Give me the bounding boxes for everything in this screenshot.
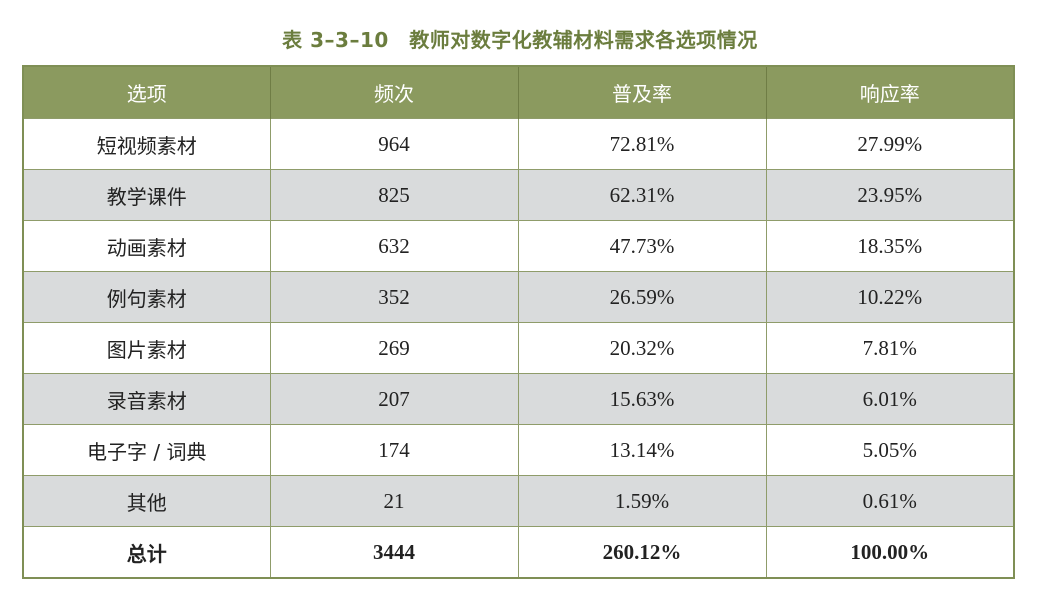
response-cell: 7.81%	[765, 322, 1015, 374]
demand-table: 选项 频次 普及率 响应率 短视频素材 964 72.81% 27.99% 教学…	[22, 65, 1015, 579]
option-cell: 动画素材	[22, 220, 271, 272]
total-penetration-cell: 260.12%	[517, 526, 767, 579]
response-cell: 18.35%	[765, 220, 1015, 272]
response-cell: 27.99%	[765, 118, 1015, 170]
option-cell: 其他	[22, 475, 271, 527]
frequency-cell: 21	[269, 475, 519, 527]
option-cell: 短视频素材	[22, 118, 271, 170]
penetration-cell: 13.14%	[517, 424, 767, 476]
frequency-cell: 632	[269, 220, 519, 272]
frequency-cell: 352	[269, 271, 519, 323]
response-cell: 10.22%	[765, 271, 1015, 323]
table-row: 电子字 / 词典 174 13.14% 5.05%	[22, 424, 1015, 476]
frequency-cell: 174	[269, 424, 519, 476]
table-row: 教学课件 825 62.31% 23.95%	[22, 169, 1015, 221]
penetration-cell: 62.31%	[517, 169, 767, 221]
table-row: 例句素材 352 26.59% 10.22%	[22, 271, 1015, 323]
header-response-rate: 响应率	[765, 66, 1015, 119]
penetration-cell: 72.81%	[517, 118, 767, 170]
option-cell: 录音素材	[22, 373, 271, 425]
frequency-cell: 964	[269, 118, 519, 170]
total-label-cell: 总计	[22, 526, 271, 579]
penetration-cell: 47.73%	[517, 220, 767, 272]
response-cell: 6.01%	[765, 373, 1015, 425]
penetration-cell: 20.32%	[517, 322, 767, 374]
option-cell: 电子字 / 词典	[22, 424, 271, 476]
penetration-cell: 15.63%	[517, 373, 767, 425]
total-row: 总计 3444 260.12% 100.00%	[22, 526, 1015, 579]
header-option: 选项	[22, 66, 271, 119]
penetration-cell: 26.59%	[517, 271, 767, 323]
header-row: 选项 频次 普及率 响应率	[22, 66, 1015, 119]
total-response-cell: 100.00%	[765, 526, 1015, 579]
option-cell: 例句素材	[22, 271, 271, 323]
header-penetration-rate: 普及率	[517, 66, 767, 119]
response-cell: 0.61%	[765, 475, 1015, 527]
response-cell: 5.05%	[765, 424, 1015, 476]
header-frequency: 频次	[269, 66, 519, 119]
table-row: 录音素材 207 15.63% 6.01%	[22, 373, 1015, 425]
table-caption: 表 3–3–10 教师对数字化教辅材料需求各选项情况	[282, 28, 758, 52]
table-row: 短视频素材 964 72.81% 27.99%	[22, 118, 1015, 170]
frequency-cell: 269	[269, 322, 519, 374]
table-row: 图片素材 269 20.32% 7.81%	[22, 322, 1015, 374]
penetration-cell: 1.59%	[517, 475, 767, 527]
frequency-cell: 825	[269, 169, 519, 221]
table-row: 动画素材 632 47.73% 18.35%	[22, 220, 1015, 272]
table-row: 其他 21 1.59% 0.61%	[22, 475, 1015, 527]
frequency-cell: 207	[269, 373, 519, 425]
option-cell: 图片素材	[22, 322, 271, 374]
response-cell: 23.95%	[765, 169, 1015, 221]
option-cell: 教学课件	[22, 169, 271, 221]
total-frequency-cell: 3444	[269, 526, 519, 579]
